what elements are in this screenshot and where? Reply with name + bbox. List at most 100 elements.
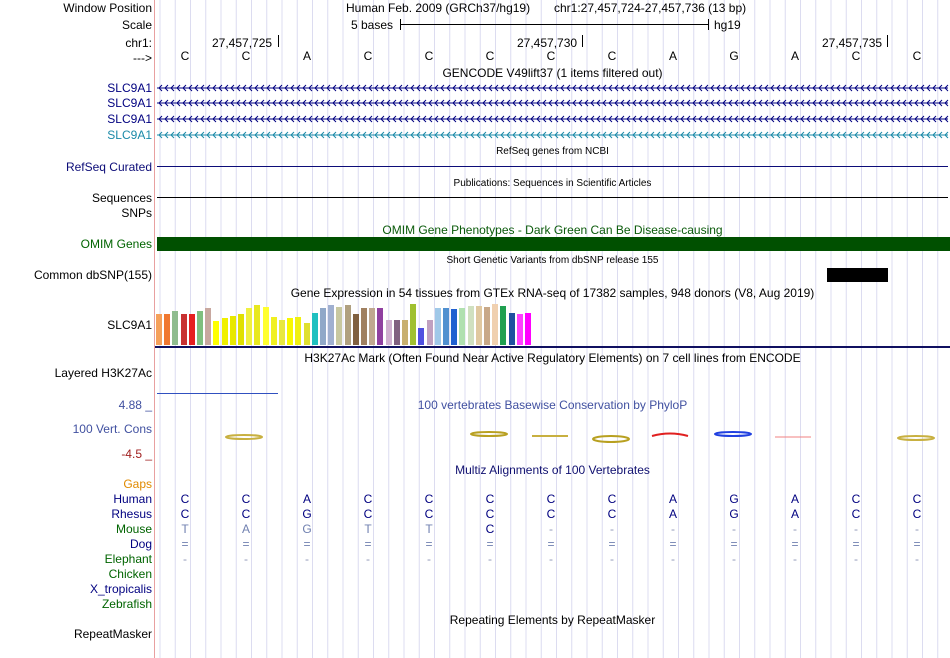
h3k27ac-title[interactable]: H3K27Ac Mark (Often Found Near Active Re… bbox=[304, 351, 801, 365]
gtex-bar[interactable] bbox=[213, 321, 220, 345]
gtex-bar[interactable] bbox=[279, 320, 285, 345]
gtex-bar[interactable] bbox=[418, 327, 425, 345]
alignment-base: C bbox=[485, 507, 495, 521]
position-readout[interactable]: chr1:27,457,724-27,457,736 (13 bp) bbox=[554, 1, 747, 15]
species-label-zebrafish[interactable]: Zebrafish bbox=[101, 597, 152, 611]
species-label-gaps[interactable]: Gaps bbox=[123, 477, 152, 491]
gencode-gene-4[interactable]: SLC9A1 bbox=[107, 128, 152, 142]
gtex-bar[interactable] bbox=[426, 320, 433, 345]
cons-title[interactable]: 100 vertebrates Basewise Conservation by… bbox=[417, 398, 688, 412]
gtex-bar-chart[interactable] bbox=[156, 302, 536, 345]
gtex-bar[interactable] bbox=[229, 315, 236, 345]
gencode-transcripts[interactable] bbox=[155, 80, 950, 142]
dbsnp-variant[interactable] bbox=[827, 268, 888, 282]
gtex-bar[interactable] bbox=[311, 312, 318, 345]
species-label-x_tropicalis[interactable]: X_tropicalis bbox=[89, 582, 152, 596]
species-label-human[interactable]: Human bbox=[113, 492, 152, 506]
gtex-title[interactable]: Gene Expression in 54 tissues from GTEx … bbox=[290, 286, 815, 300]
alignment-base: G bbox=[729, 507, 739, 521]
species-label-mouse[interactable]: Mouse bbox=[115, 522, 152, 536]
gtex-bar[interactable] bbox=[287, 318, 294, 345]
gencode-title[interactable]: GENCODE V49lift37 (1 items filtered out) bbox=[442, 66, 663, 80]
gtex-bar[interactable] bbox=[525, 312, 531, 345]
assembly-title[interactable]: Human Feb. 2009 (GRCh37/hg19) bbox=[346, 1, 531, 15]
gtex-bar[interactable] bbox=[451, 308, 458, 345]
gencode-gene-3[interactable]: SLC9A1 bbox=[107, 112, 152, 126]
gtex-bar[interactable] bbox=[172, 311, 179, 345]
cons-label[interactable]: 100 Vert. Cons bbox=[72, 422, 152, 436]
gtex-bar[interactable] bbox=[443, 308, 449, 345]
refseq-label[interactable]: RefSeq Curated bbox=[65, 160, 152, 174]
gtex-bar[interactable] bbox=[492, 304, 499, 345]
alignment-base: C bbox=[363, 492, 373, 506]
gtex-label[interactable]: SLC9A1 bbox=[107, 318, 152, 332]
gtex-bar[interactable] bbox=[270, 316, 277, 345]
dbsnp-label[interactable]: Common dbSNP(155) bbox=[33, 268, 152, 282]
gtex-bar[interactable] bbox=[238, 314, 244, 345]
pubs-title[interactable]: Publications: Sequences in Scientific Ar… bbox=[453, 178, 652, 189]
cons-min-label: -4.5 _ bbox=[121, 447, 152, 461]
sequences-label[interactable]: Sequences bbox=[91, 191, 152, 205]
gtex-bar[interactable] bbox=[434, 308, 441, 345]
conservation-signal[interactable] bbox=[155, 425, 950, 447]
gtex-bar[interactable] bbox=[516, 314, 523, 345]
alignment-base: C bbox=[180, 492, 190, 506]
species-label-dog[interactable]: Dog bbox=[129, 537, 152, 551]
gencode-gene-1[interactable]: SLC9A1 bbox=[107, 81, 152, 95]
multiz-title[interactable]: Multiz Alignments of 100 Vertebrates bbox=[455, 463, 650, 477]
gtex-bar[interactable] bbox=[410, 304, 417, 345]
gtex-bar[interactable] bbox=[459, 308, 466, 345]
gtex-bar[interactable] bbox=[188, 313, 195, 345]
sequences-line[interactable] bbox=[157, 197, 948, 198]
gtex-bar[interactable] bbox=[320, 308, 326, 345]
repeat-title[interactable]: Repeating Elements by RepeatMasker bbox=[449, 613, 656, 627]
gtex-bar[interactable] bbox=[377, 308, 384, 345]
tick-label-2: 27,457,730 bbox=[517, 36, 578, 50]
gtex-bar[interactable] bbox=[393, 320, 400, 345]
refseq-gene-line[interactable] bbox=[157, 166, 948, 167]
gtex-bar[interactable] bbox=[246, 308, 253, 345]
transcript-4 bbox=[158, 131, 949, 139]
gtex-bar[interactable] bbox=[328, 305, 335, 345]
gtex-bar[interactable] bbox=[164, 314, 171, 345]
gtex-bar[interactable] bbox=[205, 308, 212, 345]
gtex-bar[interactable] bbox=[402, 320, 408, 345]
gtex-bar[interactable] bbox=[500, 306, 507, 345]
gtex-bar[interactable] bbox=[385, 320, 392, 345]
species-label-rhesus[interactable]: Rhesus bbox=[111, 507, 152, 521]
species-label-elephant[interactable]: Elephant bbox=[104, 552, 152, 566]
gtex-bar[interactable] bbox=[221, 318, 228, 345]
gtex-bar[interactable] bbox=[484, 307, 490, 345]
gtex-bar[interactable] bbox=[336, 307, 343, 345]
gtex-bar[interactable] bbox=[352, 314, 359, 345]
gtex-bar[interactable] bbox=[508, 312, 515, 345]
snps-label[interactable]: SNPs bbox=[121, 206, 152, 220]
gtex-bar[interactable] bbox=[295, 317, 302, 345]
omim-gene-bar[interactable] bbox=[157, 237, 950, 251]
gtex-bar[interactable] bbox=[369, 308, 376, 345]
alignment-base: A bbox=[790, 492, 799, 506]
h3k27ac-label[interactable]: Layered H3K27Ac bbox=[54, 366, 152, 380]
gtex-bar[interactable] bbox=[361, 308, 367, 345]
gtex-bar[interactable] bbox=[475, 306, 482, 345]
gtex-bar[interactable] bbox=[467, 306, 474, 345]
omim-label[interactable]: OMIM Genes bbox=[80, 237, 152, 251]
gtex-bar[interactable] bbox=[303, 322, 310, 345]
gtex-bar[interactable] bbox=[344, 305, 351, 345]
omim-title[interactable]: OMIM Gene Phenotypes - Dark Green Can Be… bbox=[382, 223, 723, 237]
gtex-bar[interactable] bbox=[262, 307, 269, 345]
species-label-chicken[interactable]: Chicken bbox=[108, 567, 152, 581]
gtex-bar[interactable] bbox=[156, 314, 162, 345]
alignment-base: - bbox=[610, 522, 614, 536]
gtex-bar[interactable] bbox=[197, 311, 203, 345]
base-9: G bbox=[729, 49, 739, 63]
repeat-label[interactable]: RepeatMasker bbox=[73, 627, 152, 641]
refseq-title[interactable]: RefSeq genes from NCBI bbox=[496, 146, 609, 157]
alignment-base: = bbox=[547, 537, 555, 551]
gtex-bar[interactable] bbox=[180, 313, 187, 345]
dbsnp-title[interactable]: Short Genetic Variants from dbSNP releas… bbox=[446, 255, 659, 266]
h3k27ac-signal[interactable] bbox=[157, 393, 278, 394]
gencode-gene-2[interactable]: SLC9A1 bbox=[107, 96, 152, 110]
alignment-base: - bbox=[305, 552, 309, 566]
gtex-bar[interactable] bbox=[254, 305, 261, 345]
